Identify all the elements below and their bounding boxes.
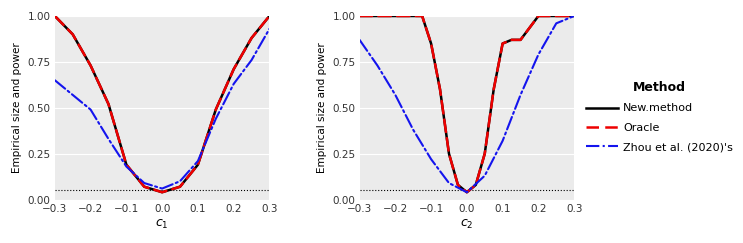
X-axis label: $c_2$: $c_2$ bbox=[460, 218, 473, 231]
Y-axis label: Empirical size and power: Empirical size and power bbox=[12, 43, 22, 173]
Y-axis label: Empirical size and power: Empirical size and power bbox=[317, 43, 327, 173]
X-axis label: $c_1$: $c_1$ bbox=[155, 218, 169, 231]
Legend: New.method, Oracle, Zhou et al. (2020)'s: New.method, Oracle, Zhou et al. (2020)'s bbox=[582, 77, 738, 157]
